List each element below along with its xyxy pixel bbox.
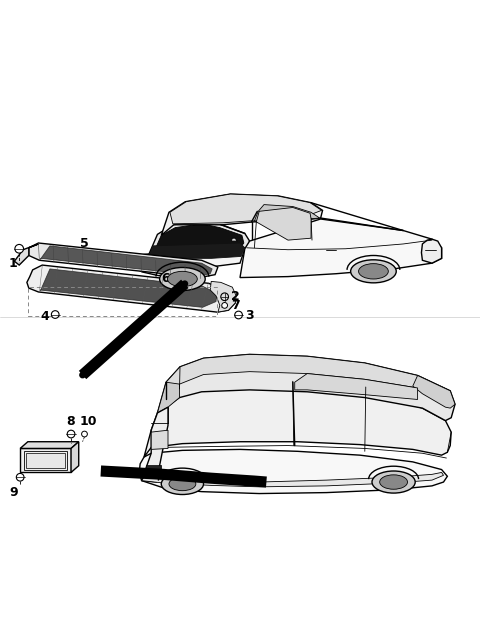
Polygon shape <box>142 472 444 487</box>
Polygon shape <box>20 442 79 449</box>
Text: 8: 8 <box>67 415 75 428</box>
Circle shape <box>16 473 24 481</box>
Polygon shape <box>149 221 250 255</box>
Polygon shape <box>40 269 217 307</box>
Text: 6: 6 <box>161 272 170 285</box>
Polygon shape <box>142 246 245 276</box>
Polygon shape <box>295 374 418 399</box>
Circle shape <box>15 244 24 253</box>
Polygon shape <box>231 238 237 241</box>
Polygon shape <box>139 449 447 493</box>
Polygon shape <box>136 258 143 262</box>
Polygon shape <box>157 354 455 421</box>
Text: 5: 5 <box>80 238 88 251</box>
Polygon shape <box>14 244 38 265</box>
Text: 3: 3 <box>245 309 254 323</box>
Circle shape <box>222 302 228 308</box>
Polygon shape <box>40 246 212 276</box>
Polygon shape <box>142 407 168 482</box>
Text: 10: 10 <box>79 415 96 428</box>
Text: 9: 9 <box>9 486 18 500</box>
Text: 7: 7 <box>231 299 240 312</box>
Polygon shape <box>151 430 168 449</box>
Polygon shape <box>157 382 180 413</box>
Polygon shape <box>161 194 323 236</box>
Ellipse shape <box>350 260 396 283</box>
Polygon shape <box>155 224 244 251</box>
Polygon shape <box>20 449 71 472</box>
Ellipse shape <box>169 478 196 491</box>
Ellipse shape <box>161 473 204 495</box>
Polygon shape <box>210 282 236 312</box>
Polygon shape <box>166 354 451 401</box>
Circle shape <box>51 311 59 318</box>
Polygon shape <box>27 265 235 312</box>
Circle shape <box>67 430 75 438</box>
Ellipse shape <box>359 263 388 279</box>
Polygon shape <box>256 207 311 240</box>
Circle shape <box>82 431 87 437</box>
Bar <box>146 465 161 476</box>
Polygon shape <box>149 243 245 258</box>
Polygon shape <box>26 453 65 468</box>
Polygon shape <box>144 379 451 457</box>
Polygon shape <box>71 442 79 472</box>
Polygon shape <box>254 205 320 221</box>
Circle shape <box>235 311 242 319</box>
Text: 4: 4 <box>41 311 49 323</box>
Ellipse shape <box>168 272 197 287</box>
Ellipse shape <box>372 471 415 493</box>
Polygon shape <box>29 243 218 278</box>
Text: 1: 1 <box>8 256 17 270</box>
Polygon shape <box>170 194 322 224</box>
Ellipse shape <box>159 268 205 290</box>
Polygon shape <box>136 253 150 272</box>
Ellipse shape <box>380 475 408 490</box>
Polygon shape <box>413 375 455 408</box>
Text: 2: 2 <box>231 290 240 303</box>
Polygon shape <box>240 219 442 278</box>
Polygon shape <box>421 239 442 263</box>
